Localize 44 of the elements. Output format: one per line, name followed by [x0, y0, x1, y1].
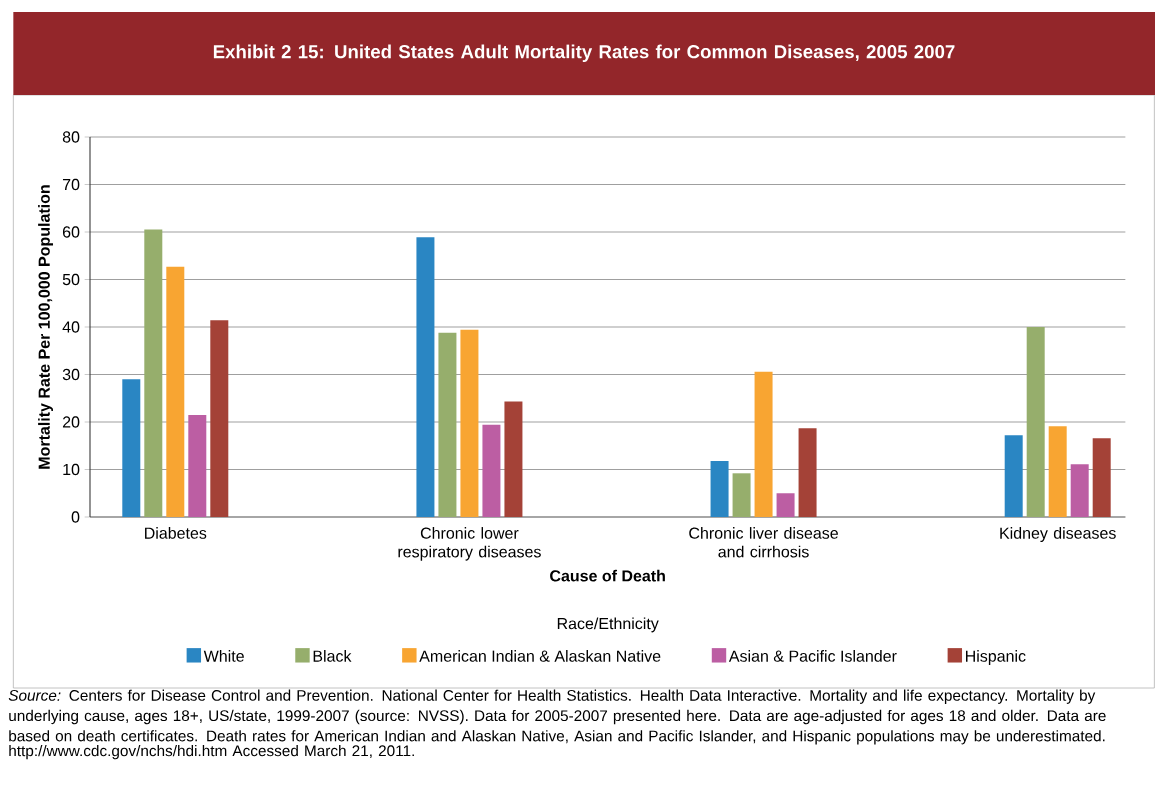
bar	[1048, 426, 1067, 517]
y-tick-label: 30	[62, 368, 80, 381]
bar	[210, 320, 229, 517]
bar	[776, 493, 795, 517]
y-tick-label: 40	[62, 321, 80, 333]
bar	[1092, 438, 1111, 517]
x-tick-label: Chronic liver disease and cirrhosis	[689, 527, 838, 558]
bar	[482, 424, 501, 517]
y-tick-label: 50	[62, 273, 80, 286]
text: http://www.cdc.gov/nchs/hdi.htm Accessed March 21, 2011.	[9, 744, 414, 760]
bar	[798, 428, 817, 517]
bar	[144, 229, 163, 517]
bar	[1004, 435, 1023, 517]
bar	[710, 460, 729, 517]
y-tick-label: 0	[71, 511, 80, 523]
bar	[188, 414, 207, 517]
bar	[1026, 327, 1045, 517]
text: Source: Centers for Disease Control and Prevention. National Center for Health Statistics. Health Data Interactive. Mortality and life expectancy. Mortality by underlying cause, ages 18+, US/state, 1999-2007 (source: NVSS). Data for 2005-2007 presented here. Data are age-adjusted for ages 18 and older. Data are based on death certificates. Death rates for American Indian and Alaskan Native, Asian and Pacific Islander, and Hispanic populations may be underestimated.	[8, 689, 1106, 745]
x-tick-label: Diabetes	[145, 527, 207, 539]
legend-label: White	[203, 650, 244, 662]
legend-label: Black	[313, 650, 352, 662]
y-axis-title: Mortality Rate Per 100,000 Population	[38, 185, 54, 469]
legend-label: American Indian & Alaskan Native	[419, 650, 661, 662]
x-axis-title: Cause of Death	[550, 569, 665, 582]
legend-label: Hispanic	[966, 650, 1026, 665]
y-tick-label: 60	[62, 226, 80, 238]
bar	[1070, 464, 1089, 517]
bar	[460, 329, 479, 517]
x-tick-label: Kidney diseases	[1000, 527, 1116, 542]
bar	[504, 401, 523, 517]
bar	[438, 332, 457, 517]
y-tick-label: 70	[62, 178, 80, 191]
y-tick-label: 10	[63, 463, 80, 476]
y-tick-label: 20	[62, 416, 80, 428]
y-tick-label: 80	[62, 131, 80, 143]
legend-title: Race/Ethnicity	[557, 617, 659, 633]
legend-label: Asian & Pacific Islander	[728, 650, 897, 662]
x-tick-label: Chronic lower respiratory diseases	[398, 527, 541, 561]
bar	[122, 379, 141, 517]
bar	[166, 266, 185, 517]
bar	[754, 371, 773, 517]
bar	[732, 473, 751, 517]
chart-title: Exhibit 2 15: United States Adult Mortality Rates for Common Diseases, 2005 2007	[213, 44, 955, 63]
bar	[416, 237, 435, 517]
